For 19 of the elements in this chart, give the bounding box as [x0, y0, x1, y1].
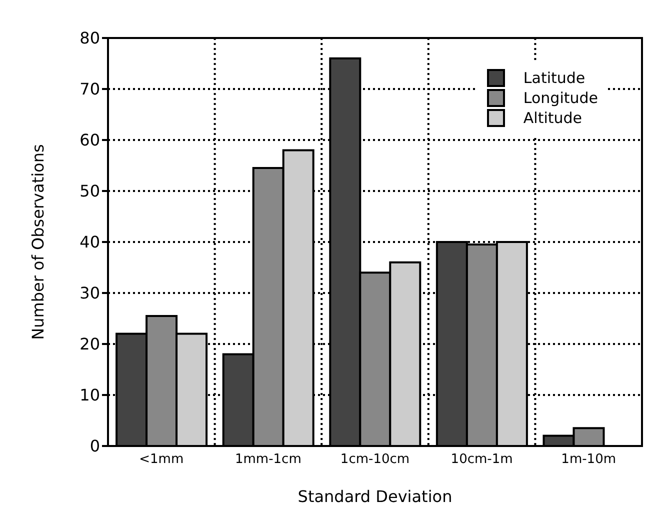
- x-tick-label: 1m-10m: [561, 452, 616, 468]
- legend-label: Longitude: [523, 89, 598, 107]
- y-tick-label: 20: [80, 334, 100, 354]
- x-tick-label: 10cm-1m: [450, 452, 513, 468]
- y-tick-label: 60: [80, 130, 100, 150]
- x-axis-title: Standard Deviation: [298, 487, 452, 506]
- y-tick-label: 70: [80, 80, 100, 99]
- y-axis-title: Number of Observations: [28, 144, 48, 340]
- legend-label: Altitude: [523, 109, 582, 127]
- y-tick-label: 40: [80, 232, 100, 252]
- y-tick-label: 30: [80, 284, 100, 303]
- legend-label: Latitude: [523, 69, 586, 87]
- y-tick-label: 10: [80, 386, 100, 405]
- y-tick-label: 80: [80, 28, 100, 48]
- x-tick-label: 1mm-1cm: [235, 452, 302, 468]
- x-tick-label: 1cm-10cm: [340, 452, 410, 468]
- y-tick-label: 0: [90, 436, 100, 456]
- x-tick-label: <1mm: [139, 452, 184, 468]
- y-tick-label: 50: [80, 182, 100, 201]
